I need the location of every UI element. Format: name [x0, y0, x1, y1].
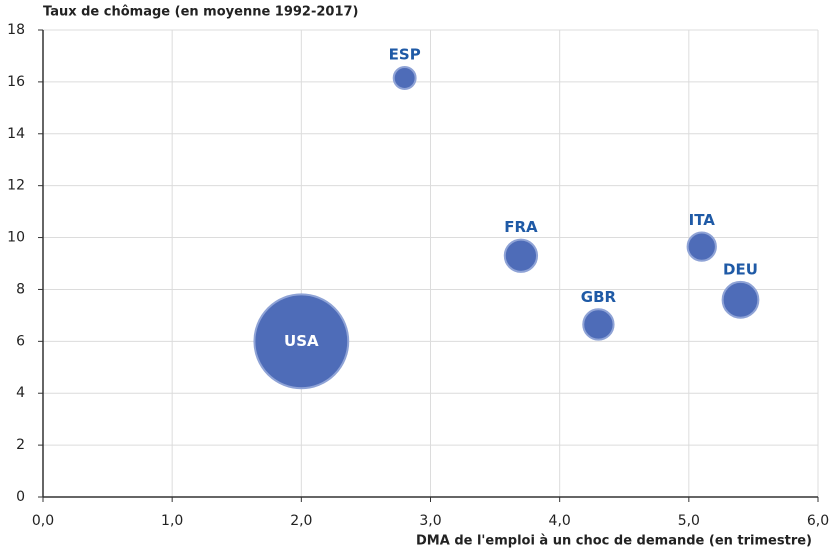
y-tick-label: 10: [7, 230, 25, 246]
bubble: [686, 231, 717, 262]
bubble-label: USA: [284, 332, 319, 350]
x-tick-label: 6,0: [807, 513, 829, 529]
bubble: [721, 280, 760, 319]
y-axis-label: Taux de chômage (en moyenne 1992-2017): [43, 5, 359, 20]
y-tick-label: 2: [16, 437, 25, 453]
y-tick-label: 4: [16, 385, 25, 401]
x-tick-label: 1,0: [161, 513, 183, 529]
y-tick-label: 14: [7, 126, 25, 142]
bubble-label: FRA: [504, 218, 538, 236]
x-axis-label: DMA de l'emploi à un choc de demande (en…: [416, 534, 812, 549]
bubble-label: GBR: [581, 288, 617, 306]
x-tick-label: 3,0: [419, 513, 441, 529]
y-tick-label: 18: [7, 22, 25, 38]
bubble-label: ESP: [389, 46, 421, 64]
y-tick-label: 12: [7, 178, 25, 194]
y-tick-label: 8: [16, 281, 25, 297]
y-tick-label: 0: [16, 489, 25, 505]
y-tick-label: 6: [16, 333, 25, 349]
bubble: [582, 308, 615, 341]
x-tick-label: 0,0: [32, 513, 54, 529]
x-tick-label: 2,0: [290, 513, 312, 529]
x-tick-label: 5,0: [678, 513, 700, 529]
bubble-label: ITA: [689, 211, 716, 229]
bubble: [503, 238, 539, 273]
bubble: [392, 66, 417, 90]
bubble-label: DEU: [723, 260, 758, 278]
x-tick-label: 4,0: [549, 513, 571, 529]
y-tick-label: 16: [7, 74, 25, 90]
bubble: [253, 293, 350, 390]
